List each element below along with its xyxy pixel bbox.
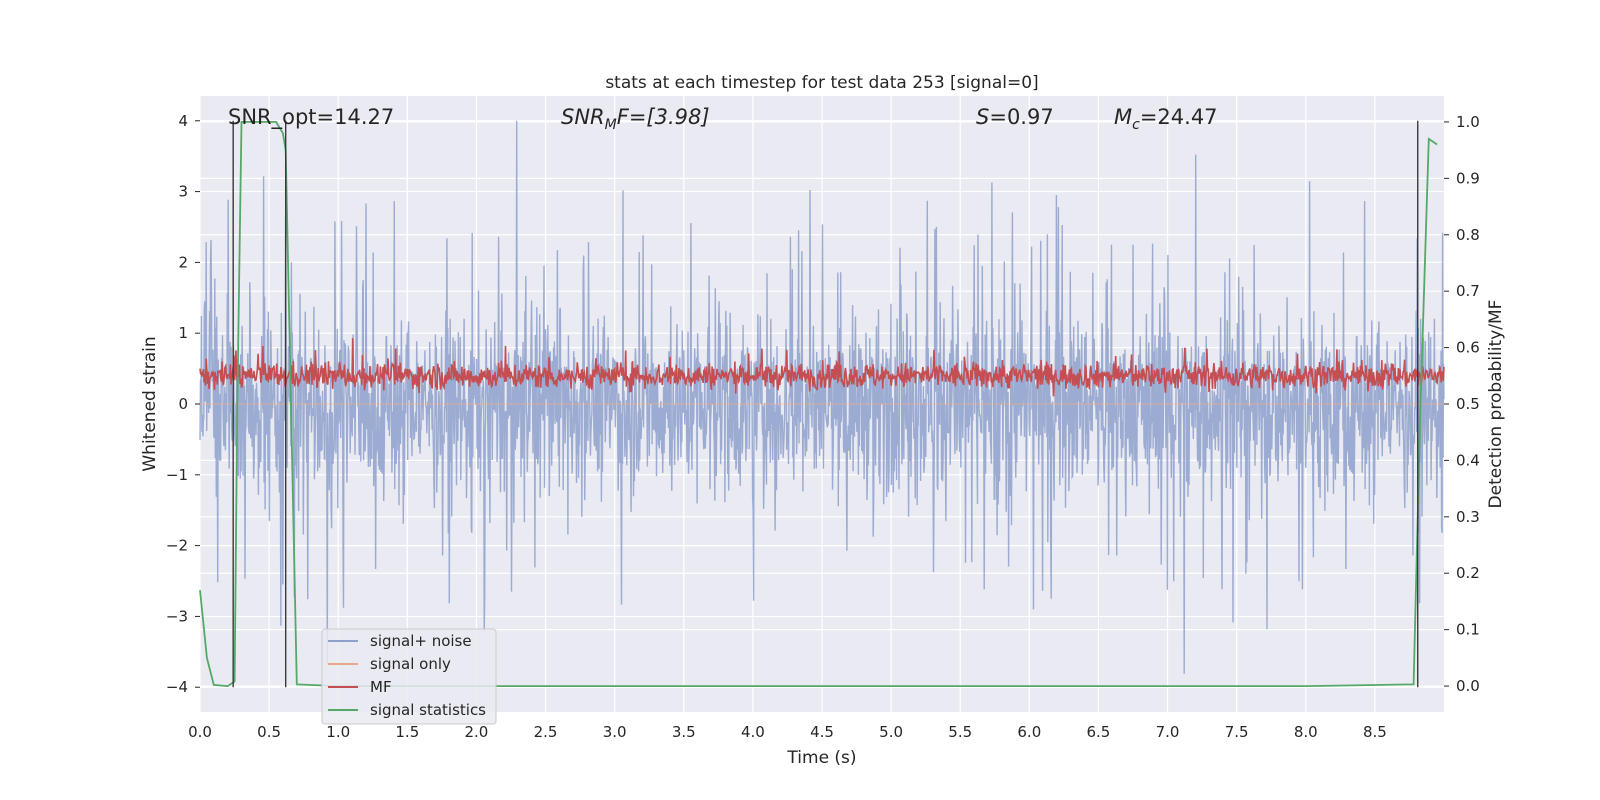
- x-tick-label: 1.0: [326, 723, 350, 741]
- x-tick-label: 6.0: [1017, 723, 1041, 741]
- x-tick-label: 3.0: [603, 723, 627, 741]
- y-tick-label: 4: [178, 112, 188, 130]
- legend-label-signal-statistics: signal statistics: [370, 701, 486, 719]
- annotation-snr-mf-rest: F=[3.98]: [617, 105, 710, 129]
- x-tick-label: 4.5: [810, 723, 834, 741]
- chart-title: stats at each timestep for test data 253…: [605, 73, 1038, 93]
- x-tick-label: 2.0: [465, 723, 489, 741]
- y-right-tick-labels: 0.0 0.1 0.2 0.3 0.4 0.5 0.6 0.7 0.8 0.9 1.0: [1444, 113, 1480, 695]
- y-right-axis-label: Detection probability/MF: [1486, 300, 1506, 509]
- y-tick-label: −2: [166, 537, 188, 555]
- annotation-snr-mf-main: SNR: [561, 105, 605, 129]
- legend-label-signal-noise: signal+ noise: [370, 632, 472, 650]
- y-right-tick-label: 0.6: [1456, 339, 1480, 357]
- x-tick-label: 2.5: [534, 723, 558, 741]
- x-tick-label: 8.5: [1363, 723, 1387, 741]
- x-tick-label: 4.0: [741, 723, 765, 741]
- y-right-tick-label: 0.0: [1456, 677, 1480, 695]
- annotation-mc: Mc=24.47: [1114, 105, 1218, 133]
- y-right-tick-label: 0.9: [1456, 169, 1480, 187]
- x-axis-label: Time (s): [786, 748, 856, 768]
- y-right-tick-label: 0.1: [1456, 621, 1480, 639]
- x-tick-label: 6.5: [1087, 723, 1111, 741]
- y-tick-label: 2: [178, 253, 188, 271]
- y-tick-label: −1: [166, 466, 188, 484]
- y-tick-label: 3: [178, 183, 188, 201]
- x-tick-label: 5.5: [948, 723, 972, 741]
- x-tick-label: 5.0: [879, 723, 903, 741]
- x-tick-label: 3.5: [672, 723, 696, 741]
- series-mf: [199, 338, 1445, 397]
- legend-label-mf: MF: [370, 678, 392, 696]
- y-tick-label: −4: [166, 678, 188, 696]
- y-tick-labels: −4 −3 −2 −1 0 1 2 3 4: [166, 112, 200, 696]
- x-tick-label: 8.0: [1294, 723, 1318, 741]
- y-right-tick-label: 0.8: [1456, 226, 1480, 244]
- x-tick-label: 0.0: [188, 723, 212, 741]
- x-tick-label: 7.5: [1225, 723, 1249, 741]
- y-right-tick-label: 0.3: [1456, 508, 1480, 526]
- y-tick-label: 1: [178, 324, 188, 342]
- x-tick-label: 7.0: [1156, 723, 1180, 741]
- y-tick-label: −3: [166, 607, 188, 625]
- annotation-mc-rest: =24.47: [1140, 105, 1218, 129]
- x-tick-label: 1.5: [395, 723, 419, 741]
- x-tick-labels: 0.0 0.5 1.0 1.5 2.0 2.5 3.0 3.5 4.0 4.5 5.0 5.5 6.0 6…: [188, 723, 1387, 741]
- y-right-tick-label: 0.4: [1456, 451, 1480, 469]
- y-tick-label: 0: [178, 395, 188, 413]
- annotation-mc-sub: c: [1132, 117, 1140, 133]
- annotation-s-rest: =0.97: [989, 105, 1053, 129]
- vertical-markers: [232, 120, 1419, 688]
- annotation-snr-opt: SNR_opt=14.27: [228, 105, 394, 130]
- y-right-tick-label: 1.0: [1456, 113, 1480, 131]
- legend: signal+ noise signal only MF signal stat…: [321, 628, 497, 725]
- annotation-snr-mf: SNRMF=[3.98]: [561, 105, 710, 133]
- annotation-s: S=0.97: [976, 105, 1054, 129]
- annotation-s-main: S: [976, 105, 989, 129]
- y-right-tick-label: 0.7: [1456, 282, 1480, 300]
- y-axis-label: Whitened strain: [140, 336, 160, 471]
- x-tick-label: 0.5: [257, 723, 281, 741]
- y-right-tick-label: 0.5: [1456, 395, 1480, 413]
- annotation-snr-mf-sub: M: [605, 117, 617, 133]
- annotation-mc-main: M: [1114, 105, 1132, 129]
- legend-label-signal-only: signal only: [370, 655, 451, 673]
- y-right-tick-label: 0.2: [1456, 564, 1480, 582]
- legend-box: [321, 628, 497, 725]
